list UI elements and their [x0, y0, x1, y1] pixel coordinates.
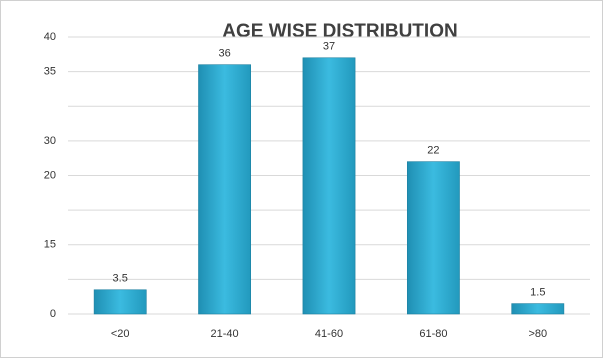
- data-label: 37: [323, 41, 335, 53]
- y-tick-label: 0: [50, 308, 56, 320]
- x-tick-label: >80: [528, 328, 547, 340]
- bar: [198, 64, 252, 315]
- bar: [511, 303, 565, 315]
- x-tick-label: 21-40: [211, 328, 239, 340]
- y-tick-label: 40: [44, 31, 56, 43]
- bar: [302, 57, 356, 315]
- data-label: 22: [427, 145, 439, 157]
- bar: [406, 161, 460, 315]
- data-label: 3.5: [113, 273, 128, 285]
- x-tick-label: <20: [111, 328, 130, 340]
- chart-title: AGE WISE DISTRIBUTION: [222, 21, 457, 42]
- y-tick-label: 15: [44, 239, 56, 251]
- y-tick-label: 35: [44, 66, 56, 78]
- y-tick-label: 30: [44, 135, 56, 147]
- data-label: 1.5: [530, 287, 545, 299]
- bar: [93, 289, 147, 315]
- y-tick-label: 20: [44, 169, 56, 181]
- x-tick-label: 61-80: [419, 328, 447, 340]
- x-tick-label: 41-60: [315, 328, 343, 340]
- data-label: 36: [218, 48, 230, 60]
